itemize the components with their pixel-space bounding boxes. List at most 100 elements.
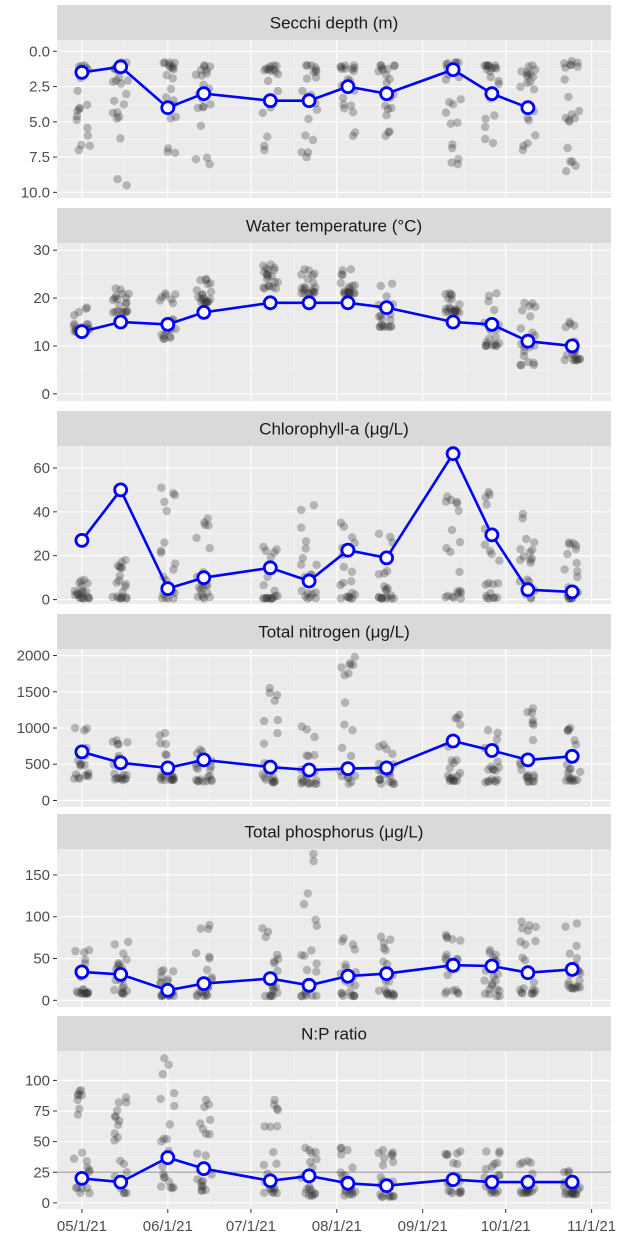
series-marker [262, 560, 278, 576]
data-point [73, 86, 82, 96]
data-point [494, 763, 504, 772]
data-point [120, 1188, 129, 1197]
data-point [486, 589, 495, 598]
data-point [200, 520, 210, 530]
data-point [350, 128, 360, 137]
data-point [75, 774, 84, 783]
data-point [268, 1187, 277, 1197]
data-point [517, 67, 526, 76]
data-point [118, 983, 127, 992]
data-point [299, 899, 309, 909]
data-point [447, 158, 456, 167]
data-point [485, 984, 494, 994]
data-point [495, 1147, 504, 1156]
data-point [523, 777, 533, 786]
data-point [83, 123, 92, 133]
data-point [77, 582, 86, 591]
series-marker [301, 295, 317, 311]
data-point [201, 298, 211, 307]
data-point [260, 1188, 269, 1198]
data-point [445, 289, 454, 298]
data-point [349, 289, 359, 298]
data-point [113, 561, 123, 570]
data-point [575, 976, 584, 985]
facet-panel: Secchi depth (m) 0.0 2.5 5.0 7.5 10.0 [21, 5, 611, 201]
data-point [199, 294, 208, 303]
data-point [336, 1144, 345, 1153]
data-point [387, 989, 396, 998]
data-point [486, 762, 496, 771]
data-point [522, 1188, 531, 1198]
data-point [169, 773, 178, 782]
data-point [521, 940, 530, 949]
data-point [81, 955, 90, 964]
series-marker [160, 760, 176, 776]
data-point [517, 989, 527, 998]
y-tick-label: 50 [33, 1134, 50, 1151]
data-point [170, 1101, 179, 1111]
data-point [561, 322, 570, 332]
series-marker [196, 86, 212, 101]
data-point [308, 135, 318, 145]
data-point [82, 724, 92, 733]
data-point [270, 957, 279, 966]
data-point [452, 499, 462, 508]
data-point [374, 592, 384, 602]
data-point [297, 722, 306, 731]
data-point [527, 554, 537, 563]
data-point [570, 355, 579, 364]
data-point [443, 492, 452, 501]
facet-title: Water temperature (°C) [246, 217, 422, 236]
data-point [339, 934, 348, 943]
data-point [169, 489, 178, 498]
series-marker [160, 100, 176, 116]
data-point [297, 284, 306, 293]
data-point [113, 774, 123, 783]
data-point [115, 562, 124, 572]
data-point [387, 103, 396, 113]
y-tick-label: 1000 [17, 720, 50, 737]
data-point [376, 281, 385, 291]
data-point [516, 555, 525, 565]
data-point [122, 89, 131, 99]
y-tick-label: 0 [42, 992, 50, 1009]
data-point [115, 960, 124, 969]
data-point [205, 544, 214, 553]
data-point [205, 1130, 214, 1139]
data-point [481, 580, 490, 589]
data-point [345, 287, 354, 296]
data-point [442, 1151, 451, 1160]
data-point [377, 594, 386, 603]
data-point [77, 988, 86, 997]
data-point [297, 523, 306, 532]
series-marker [74, 964, 90, 980]
data-point [517, 1188, 526, 1198]
data-point [350, 590, 360, 599]
data-point [74, 773, 83, 782]
data-point [201, 1129, 211, 1139]
data-point [299, 286, 308, 295]
data-point [156, 548, 166, 557]
data-point [445, 303, 454, 312]
data-point [350, 281, 359, 290]
data-point [76, 759, 85, 769]
data-point [308, 1191, 317, 1200]
data-point [264, 282, 273, 291]
data-point [493, 728, 502, 737]
data-point [482, 1147, 491, 1156]
data-point [442, 544, 451, 553]
data-point [446, 1186, 456, 1196]
data-point [120, 775, 130, 784]
data-point [196, 275, 205, 285]
data-point [565, 317, 574, 327]
data-point [75, 1087, 84, 1096]
data-point [166, 84, 176, 94]
data-point [265, 991, 274, 1001]
data-point [71, 770, 81, 779]
data-point [441, 75, 451, 84]
data-point [524, 116, 533, 125]
data-point [522, 78, 532, 88]
data-point [389, 594, 398, 603]
data-point [489, 593, 499, 603]
data-point [78, 985, 87, 994]
